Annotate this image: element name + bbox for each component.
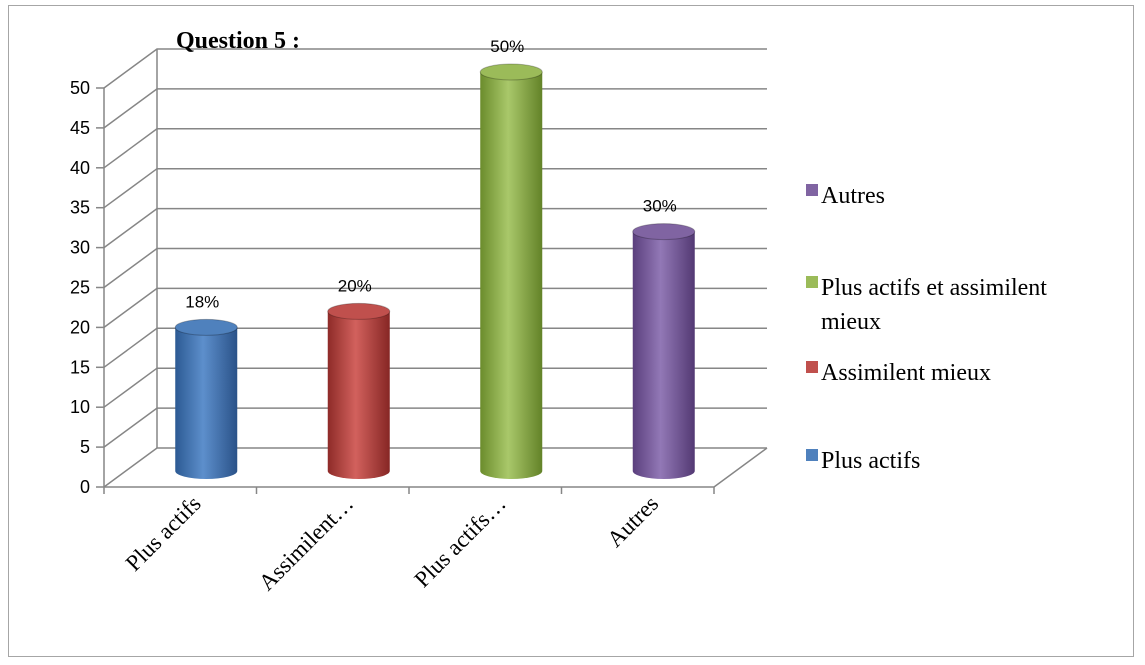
- legend-swatch: [806, 276, 818, 288]
- legend-label: mieux: [821, 309, 881, 335]
- y-tick-label: 20: [70, 317, 90, 337]
- bar: [327, 302, 391, 479]
- y-tick-label: 35: [70, 198, 90, 218]
- y-tick-label: 10: [70, 397, 90, 417]
- y-tick-label: 50: [70, 78, 90, 98]
- bar: [632, 223, 696, 479]
- y-tick-label: 45: [70, 118, 90, 138]
- y-tick-label: 0: [80, 477, 90, 497]
- legend-label: Plus actifs et assimilent: [821, 275, 1047, 301]
- y-tick-label: 25: [70, 278, 90, 298]
- legend-item: Assimilent mieux: [806, 360, 991, 386]
- y-tick-label: 40: [70, 158, 90, 178]
- bar-top: [174, 318, 238, 336]
- legend-swatch: [806, 449, 818, 461]
- bar: [174, 318, 238, 479]
- data-label: 30%: [643, 197, 677, 216]
- grid-layer: [103, 48, 767, 488]
- y-tick-label: 15: [70, 357, 90, 377]
- data-label: 18%: [185, 292, 219, 311]
- legend-label: Autres: [821, 183, 885, 209]
- legend-label: Plus actifs: [821, 448, 920, 474]
- bar-top: [327, 302, 391, 320]
- y-tick-label: 30: [70, 238, 90, 258]
- legend-swatch: [806, 184, 818, 196]
- legend-item: Autres: [806, 183, 885, 209]
- bar-body: [175, 327, 238, 479]
- chart-title: Question 5 :: [176, 28, 300, 54]
- bar-body: [632, 231, 695, 479]
- label-layer: 18% Plus actifs 20% Assimilent… 50% Plus acti…: [121, 28, 677, 595]
- x-category-label: Autres: [602, 491, 663, 552]
- bar-body: [480, 72, 543, 479]
- legend-item: Plus actifs: [806, 448, 920, 474]
- x-category-label: Plus actifs: [121, 491, 206, 576]
- legend-label: Assimilent mieux: [821, 360, 991, 386]
- axis-layer: 0 5 10 15 20 25 30 35 40 45 50: [70, 78, 768, 497]
- bar-layer: [174, 63, 696, 479]
- gridline: [103, 88, 767, 129]
- y-tick-label: 5: [80, 437, 90, 457]
- x-category-label: Assimilent…: [254, 491, 358, 595]
- legend-item: Plus actifs et assimilent mieux: [806, 275, 1047, 335]
- data-label: 20%: [338, 276, 372, 295]
- x-category-label: Plus actifs…: [410, 491, 511, 592]
- bar-body: [327, 311, 390, 479]
- legend-layer: Autres Plus actifs et assimilent mieux Assi…: [806, 183, 1047, 474]
- legend-swatch: [806, 361, 818, 373]
- gridline: [103, 48, 767, 89]
- bar: [479, 63, 543, 479]
- gridline: [103, 128, 767, 169]
- data-label: 50%: [490, 37, 524, 56]
- bar-top: [632, 223, 696, 241]
- bar-top: [479, 63, 543, 81]
